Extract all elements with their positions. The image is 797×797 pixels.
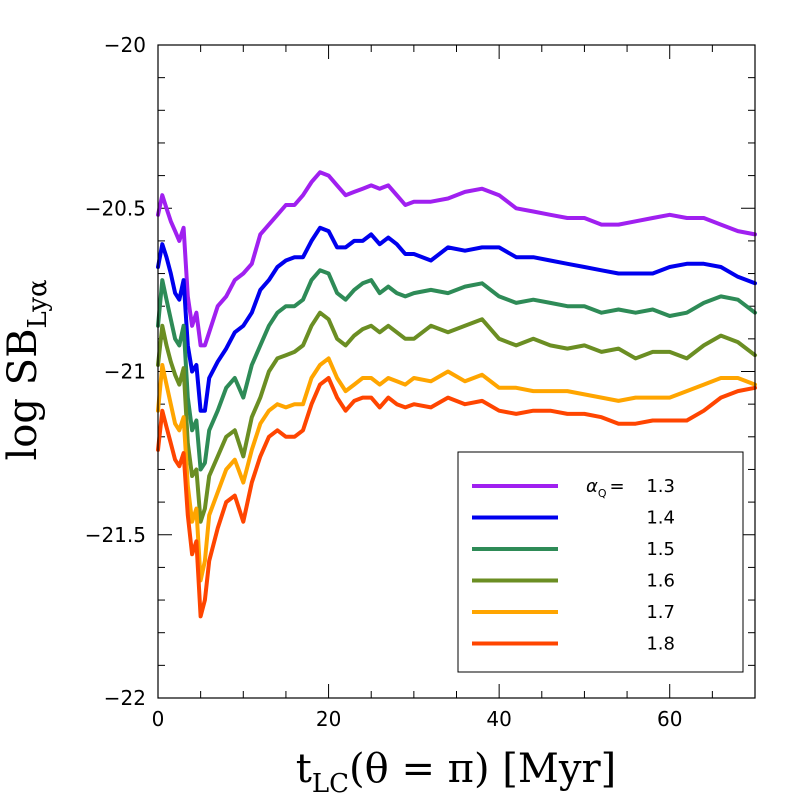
y-tick-label: −21.5 <box>85 523 146 547</box>
legend-alpha-label: αQ = <box>586 476 625 500</box>
x-tick-labels: 0 20 40 60 <box>152 707 683 731</box>
y-tick-label: −20.5 <box>85 196 146 220</box>
series-line-1-4 <box>156 225 757 413</box>
legend-label: 1.8 <box>646 634 675 655</box>
series-line-1-6 <box>156 310 757 524</box>
legend-label: 1.7 <box>646 602 675 623</box>
y-tick-label: −20 <box>104 33 146 57</box>
legend: αQ = 1.3 1.4 1.5 1.6 1.7 1.8 <box>457 451 744 673</box>
y-tick-labels: −22 −21.5 −21 −20.5 −20 <box>85 33 146 710</box>
series-line-1-5 <box>156 268 757 472</box>
x-tick-label: 40 <box>486 707 511 731</box>
legend-box <box>457 451 744 673</box>
legend-label: 1.4 <box>646 508 675 529</box>
legend-label: 1.3 <box>646 476 675 497</box>
x-tick-label: 20 <box>316 707 341 731</box>
legend-label: 1.6 <box>646 571 675 592</box>
series-line-1-8 <box>156 376 757 619</box>
x-axis-label: tLC(θ = π) [Myr] <box>296 746 616 797</box>
y-tick-label: −21 <box>104 360 146 384</box>
series-line-1-3 <box>156 170 757 348</box>
series-lines <box>156 170 757 619</box>
x-tick-label: 60 <box>657 707 682 731</box>
legend-label: 1.5 <box>646 539 675 560</box>
x-tick-label: 0 <box>152 707 165 731</box>
plot-frame <box>157 44 756 699</box>
y-tick-label: −22 <box>104 686 146 710</box>
series-line-1-7 <box>156 356 757 583</box>
y-axis-label: log SBLyα <box>0 279 53 460</box>
